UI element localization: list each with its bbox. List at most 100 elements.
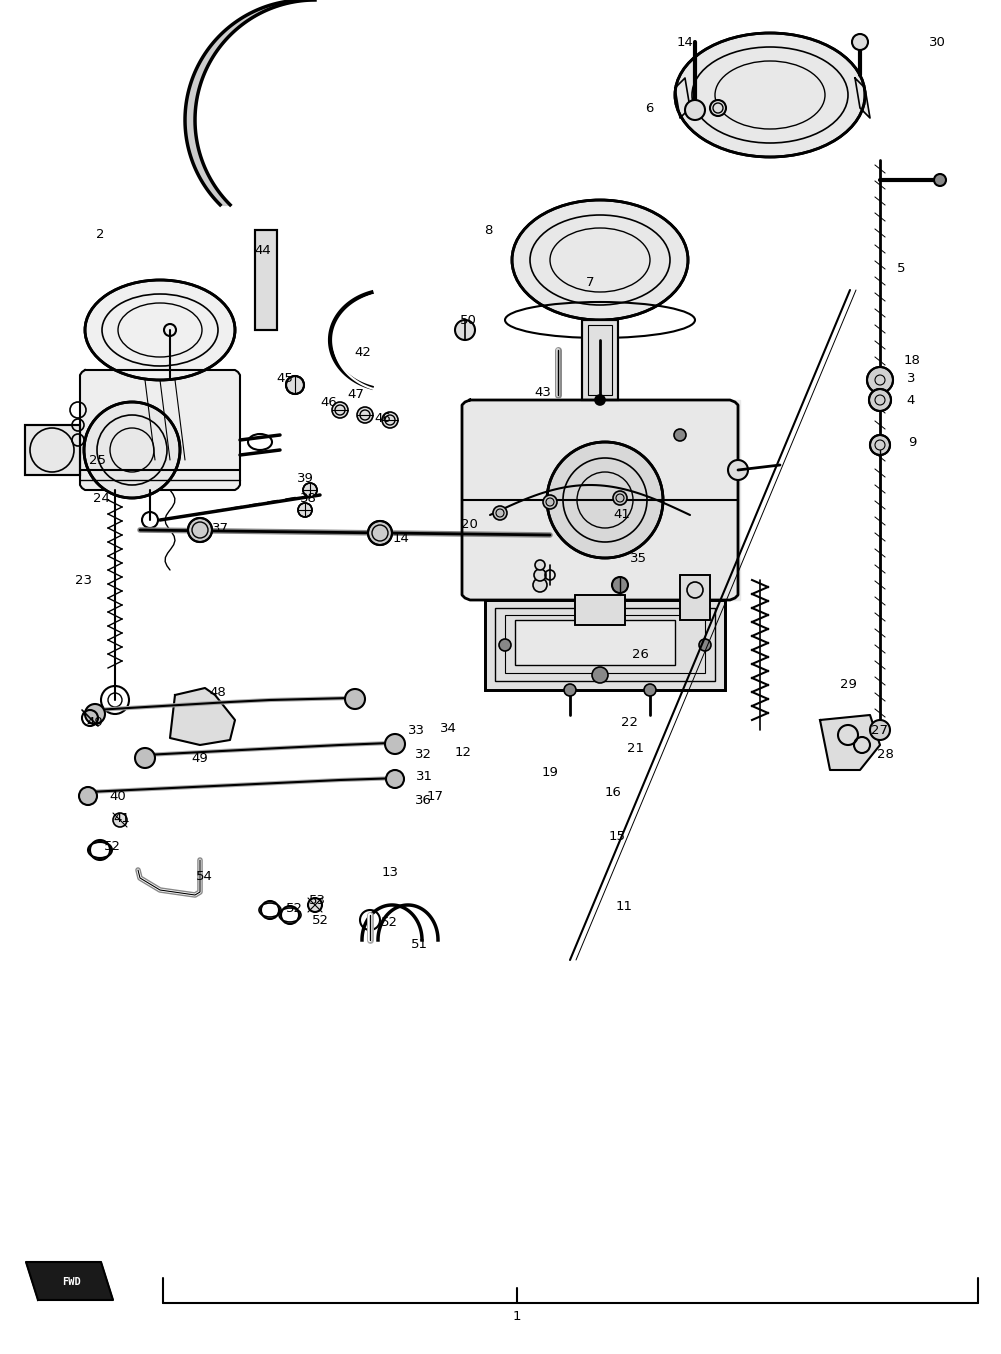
Text: 52: 52 <box>311 914 328 927</box>
Text: 51: 51 <box>410 937 427 951</box>
Circle shape <box>870 720 890 741</box>
Polygon shape <box>462 399 738 600</box>
Circle shape <box>303 483 317 497</box>
Circle shape <box>543 496 557 509</box>
Text: 3: 3 <box>907 371 915 385</box>
Text: 48: 48 <box>209 685 226 699</box>
Circle shape <box>535 561 545 570</box>
Ellipse shape <box>512 200 688 320</box>
Ellipse shape <box>675 32 865 157</box>
Ellipse shape <box>85 280 235 380</box>
Circle shape <box>79 787 97 806</box>
Text: 28: 28 <box>877 749 894 761</box>
Circle shape <box>135 747 155 768</box>
Text: 25: 25 <box>88 454 105 467</box>
Text: 24: 24 <box>92 492 109 505</box>
Bar <box>495 608 715 681</box>
Bar <box>255 230 277 330</box>
Polygon shape <box>675 79 690 118</box>
Circle shape <box>368 521 392 546</box>
Circle shape <box>870 435 890 455</box>
Circle shape <box>934 175 946 185</box>
Circle shape <box>612 577 628 593</box>
Text: 41: 41 <box>113 811 130 825</box>
Circle shape <box>613 492 627 505</box>
Text: 30: 30 <box>929 35 945 49</box>
Text: 32: 32 <box>414 749 431 761</box>
Circle shape <box>386 770 404 788</box>
Bar <box>575 594 625 626</box>
Polygon shape <box>80 370 240 490</box>
Text: 6: 6 <box>645 102 654 115</box>
Circle shape <box>644 684 656 696</box>
Text: 39: 39 <box>296 471 313 485</box>
Text: 20: 20 <box>460 519 477 532</box>
Text: 11: 11 <box>616 900 633 914</box>
Text: 21: 21 <box>627 742 644 754</box>
Circle shape <box>852 34 868 50</box>
Text: 14: 14 <box>392 532 409 544</box>
Text: 27: 27 <box>872 723 889 737</box>
Circle shape <box>547 441 663 558</box>
Polygon shape <box>855 79 870 118</box>
Circle shape <box>455 320 475 340</box>
Text: 47: 47 <box>347 389 364 402</box>
Text: 33: 33 <box>407 723 424 737</box>
Circle shape <box>564 684 576 696</box>
Text: FWD: FWD <box>62 1277 81 1288</box>
Text: 22: 22 <box>622 715 639 728</box>
Polygon shape <box>470 399 740 600</box>
Text: 35: 35 <box>630 551 647 565</box>
Text: 13: 13 <box>381 865 398 879</box>
Text: 31: 31 <box>415 769 432 783</box>
Circle shape <box>867 367 893 393</box>
Text: 41: 41 <box>614 509 631 521</box>
Text: 16: 16 <box>605 787 622 799</box>
Circle shape <box>685 100 705 121</box>
Circle shape <box>113 812 127 827</box>
Text: 19: 19 <box>542 766 559 780</box>
Circle shape <box>534 569 546 581</box>
Text: 52: 52 <box>103 841 120 853</box>
Text: 29: 29 <box>840 678 857 692</box>
Circle shape <box>710 100 726 116</box>
Text: 40: 40 <box>110 791 126 803</box>
Text: 38: 38 <box>299 492 316 505</box>
Bar <box>588 325 612 395</box>
Circle shape <box>188 519 212 542</box>
Text: 43: 43 <box>535 386 552 399</box>
Bar <box>575 594 625 626</box>
Text: 14: 14 <box>677 35 694 49</box>
Text: 26: 26 <box>632 649 649 662</box>
Text: 49: 49 <box>87 715 103 728</box>
Bar <box>680 575 710 620</box>
Circle shape <box>869 389 891 412</box>
Text: 46: 46 <box>374 412 391 425</box>
Text: 46: 46 <box>320 397 337 409</box>
Text: 34: 34 <box>439 722 456 734</box>
Circle shape <box>85 704 105 724</box>
Circle shape <box>674 429 686 441</box>
Circle shape <box>595 395 605 405</box>
Circle shape <box>84 402 180 498</box>
Circle shape <box>286 376 304 394</box>
Text: 52: 52 <box>285 902 302 914</box>
Bar <box>255 230 277 330</box>
Text: 50: 50 <box>459 314 476 326</box>
Text: 1: 1 <box>513 1311 522 1323</box>
Circle shape <box>493 506 507 520</box>
Text: 52: 52 <box>380 915 397 929</box>
Circle shape <box>699 639 711 651</box>
Circle shape <box>592 668 608 682</box>
Circle shape <box>357 408 373 422</box>
Text: 7: 7 <box>586 275 595 288</box>
Text: 15: 15 <box>609 830 626 844</box>
Circle shape <box>308 898 322 913</box>
Circle shape <box>298 502 312 517</box>
Circle shape <box>385 734 405 754</box>
Text: 45: 45 <box>276 371 293 385</box>
Text: 36: 36 <box>414 793 431 807</box>
Text: 8: 8 <box>483 223 492 237</box>
Bar <box>680 575 710 620</box>
Circle shape <box>382 412 398 428</box>
